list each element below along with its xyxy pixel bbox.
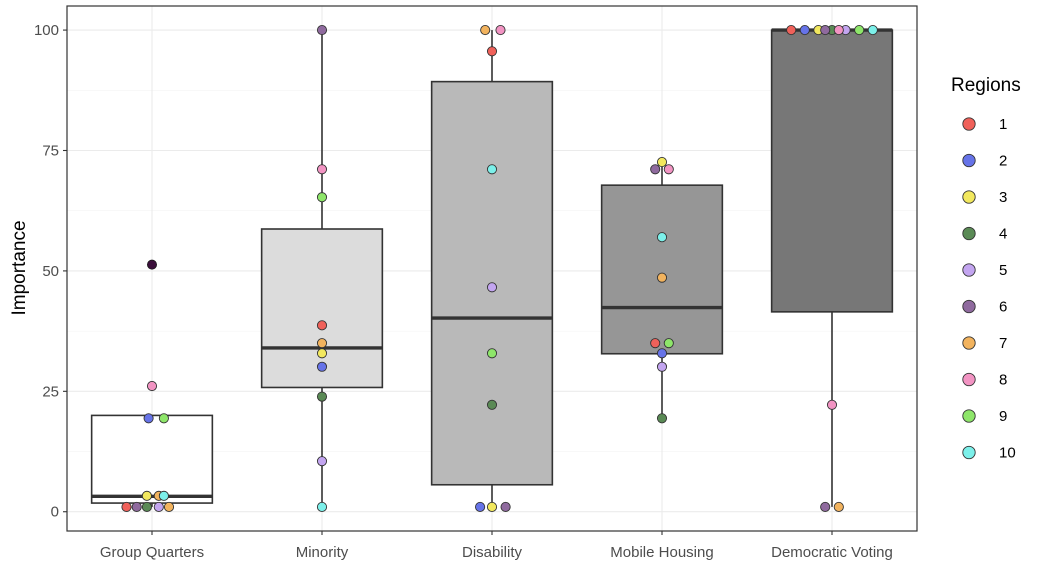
region-point xyxy=(316,456,328,467)
legend-title: Regions xyxy=(951,75,1021,96)
legend-label: 8 xyxy=(999,372,1007,389)
region-point xyxy=(656,157,668,168)
legend-label: 6 xyxy=(999,299,1007,316)
region-point xyxy=(826,399,838,410)
box-body xyxy=(90,414,214,504)
legend-label: 4 xyxy=(999,226,1007,243)
legend-key xyxy=(962,190,976,204)
region-point xyxy=(316,501,328,512)
legend-label: 7 xyxy=(999,335,1007,352)
region-point xyxy=(158,413,169,424)
region-point xyxy=(833,501,844,512)
region-point xyxy=(316,348,328,359)
region-point xyxy=(650,164,661,175)
region-point xyxy=(486,46,498,57)
x-tick-label: Democratic Voting xyxy=(771,544,893,561)
box xyxy=(430,30,554,507)
region-point xyxy=(820,501,831,512)
region-point xyxy=(316,25,328,36)
region-point xyxy=(495,25,506,36)
region-point xyxy=(663,164,674,175)
x-tick-label: Minority xyxy=(296,544,349,561)
x-tick-label: Mobile Housing xyxy=(610,544,713,561)
region-point xyxy=(316,338,328,349)
legend-key xyxy=(962,153,976,168)
legend-key xyxy=(962,299,976,314)
region-point xyxy=(316,320,328,331)
box xyxy=(90,414,214,507)
region-point xyxy=(316,391,328,402)
y-tick-label: 50 xyxy=(42,263,59,280)
y-axis-title: Importance xyxy=(9,220,30,315)
y-tick-label: 25 xyxy=(42,383,59,400)
boxes xyxy=(90,28,894,507)
region-point xyxy=(486,501,498,512)
region-point xyxy=(799,25,810,36)
legend-label: 5 xyxy=(999,262,1007,279)
legend-key xyxy=(962,117,976,131)
region-point xyxy=(656,361,668,372)
region-point xyxy=(786,25,797,36)
region-point xyxy=(141,490,152,501)
outlier-point xyxy=(146,259,157,270)
region-point xyxy=(316,192,328,203)
y-axis: 0 25 50 75 100 xyxy=(34,22,67,521)
region-point xyxy=(146,380,158,392)
region-point xyxy=(486,164,498,175)
region-point xyxy=(486,282,498,293)
region-point xyxy=(143,413,154,424)
y-tick-label: 0 xyxy=(51,504,59,521)
legend-key xyxy=(962,409,976,423)
region-point xyxy=(163,501,175,512)
region-point xyxy=(121,501,132,512)
region-point xyxy=(656,413,668,424)
legend-label: 9 xyxy=(999,408,1007,425)
legend-key xyxy=(962,263,976,277)
legend-label: 3 xyxy=(999,189,1007,206)
region-point xyxy=(486,348,498,359)
region-point xyxy=(867,25,878,36)
region-point xyxy=(650,338,661,349)
data-points xyxy=(121,25,878,512)
legend-label: 1 xyxy=(999,116,1007,133)
y-tick-label: 75 xyxy=(42,142,59,159)
region-point xyxy=(480,25,491,36)
region-point xyxy=(153,501,164,512)
legend-key xyxy=(962,445,976,460)
box xyxy=(770,28,894,507)
legend-key xyxy=(962,336,976,350)
region-point xyxy=(500,501,511,512)
region-point xyxy=(131,501,142,512)
x-tick-label: Disability xyxy=(462,544,523,561)
box-body xyxy=(770,29,894,313)
region-point xyxy=(663,338,674,349)
legend: Regions 1 2 3 4 5 6 7 8 9 10 xyxy=(951,75,1021,462)
region-point xyxy=(656,232,668,243)
x-tick-label: Group Quarters xyxy=(100,544,204,561)
legend-label: 2 xyxy=(999,153,1007,170)
box xyxy=(260,30,384,507)
region-point xyxy=(656,348,668,359)
box-body xyxy=(260,228,384,389)
region-point xyxy=(656,272,668,283)
region-point xyxy=(820,25,831,36)
region-point xyxy=(316,164,328,175)
x-axis: Group Quarters Minority Disability Mobile H… xyxy=(100,531,893,561)
legend-label: 10 xyxy=(999,445,1016,462)
region-point xyxy=(316,361,328,372)
y-tick-label: 100 xyxy=(34,22,59,39)
region-point xyxy=(475,501,486,512)
region-point xyxy=(854,25,865,36)
region-point xyxy=(486,399,498,410)
box-body xyxy=(600,184,724,355)
legend-key xyxy=(962,226,976,241)
region-point xyxy=(141,501,152,512)
legend-key xyxy=(962,372,976,387)
box xyxy=(600,162,724,419)
region-point xyxy=(158,490,169,501)
region-point xyxy=(833,25,844,36)
